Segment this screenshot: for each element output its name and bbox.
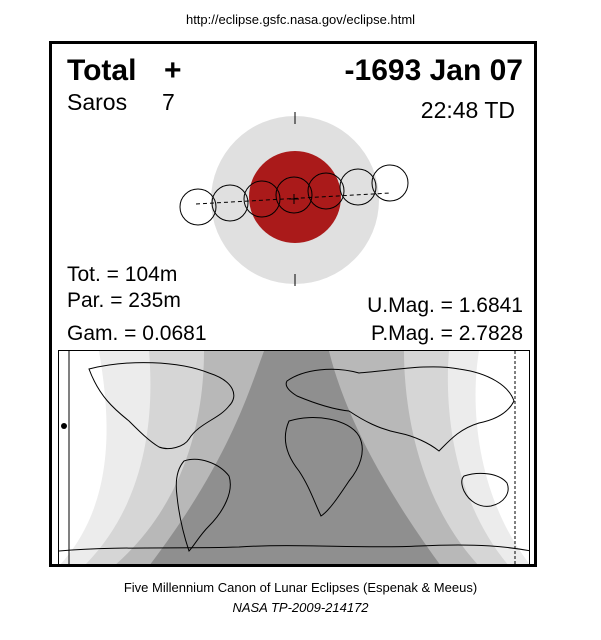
umbral-magnitude: U.Mag. = 1.6841 — [367, 294, 523, 317]
visibility-map — [58, 350, 530, 565]
africa-coast — [284, 416, 363, 517]
moon-position-circle — [307, 172, 345, 210]
north-america-coast — [88, 362, 235, 450]
eclipse-time: 22:48 TD — [420, 97, 515, 123]
eclipse-geometry-diagram — [179, 112, 409, 286]
saros-number: 7 — [162, 89, 175, 115]
saros-label: Saros — [67, 89, 128, 115]
south-america-coast — [175, 458, 231, 552]
moon-position-circle — [211, 184, 249, 222]
eclipse-type-symbol: + — [164, 54, 182, 87]
world-map-svg — [59, 351, 529, 564]
source-url[interactable]: http://eclipse.gsfc.nasa.gov/eclipse.htm… — [185, 12, 416, 27]
moon-position-circle — [243, 180, 281, 218]
coastlines — [59, 362, 529, 552]
moon-positions — [179, 164, 409, 226]
center-cross — [289, 194, 299, 204]
visibility-zone-total — [150, 351, 440, 564]
moon-position-circle — [179, 188, 217, 226]
moon-zenith-marker — [61, 423, 67, 429]
moon-position-circle — [371, 164, 409, 202]
umbra-shadow — [249, 151, 341, 243]
penumbral-magnitude: P.Mag. = 2.7828 — [371, 322, 523, 345]
gamma-value: Gam. = 0.0681 — [67, 322, 207, 345]
moon-position-circle — [275, 176, 313, 214]
credit-canon: Five Millennium Canon of Lunar Eclipses … — [123, 580, 478, 595]
antarctica-coast — [59, 544, 529, 552]
eclipse-date: -1693 Jan 07 — [344, 54, 523, 87]
credit-publication: NASA TP-2009-214172 — [232, 600, 369, 615]
eurasia-coast — [285, 366, 515, 452]
moon-path-line — [195, 192, 391, 205]
partial-duration: Par. = 235m — [67, 289, 181, 312]
australia-coast — [461, 472, 509, 507]
eclipse-type: Total — [67, 54, 137, 87]
moon-position-circle — [339, 168, 377, 206]
totality-duration: Tot. = 104m — [67, 263, 178, 286]
